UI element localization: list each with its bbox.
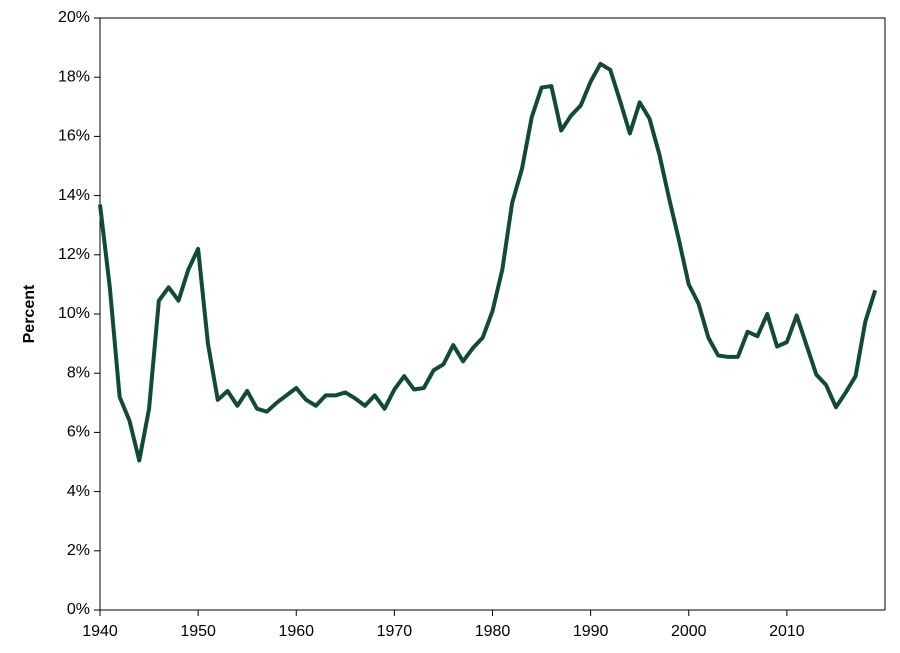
- y-tick-label: 14%: [58, 187, 90, 204]
- x-tick-label: 1940: [82, 623, 118, 640]
- y-tick-label: 20%: [58, 9, 90, 26]
- data-line: [98, 61, 878, 463]
- x-tick-label: 1960: [278, 623, 314, 640]
- y-tick-label: 6%: [67, 424, 90, 441]
- y-tick-label: 12%: [58, 246, 90, 263]
- x-tick-label: 2000: [671, 623, 707, 640]
- x-tick-label: 1970: [377, 623, 413, 640]
- x-tick-label: 2010: [769, 623, 805, 640]
- y-tick-label: 8%: [67, 364, 90, 381]
- y-tick-label: 0%: [67, 601, 90, 618]
- x-tick-label: 1950: [180, 623, 216, 640]
- x-tick-label: 1990: [573, 623, 609, 640]
- y-tick-label: 16%: [58, 128, 90, 145]
- y-axis-label: Percent: [21, 284, 38, 343]
- y-tick-label: 4%: [67, 483, 90, 500]
- y-tick-label: 18%: [58, 68, 90, 85]
- y-tick-label: 10%: [58, 305, 90, 322]
- y-tick-label: 2%: [67, 542, 90, 559]
- x-tick-label: 1980: [475, 623, 511, 640]
